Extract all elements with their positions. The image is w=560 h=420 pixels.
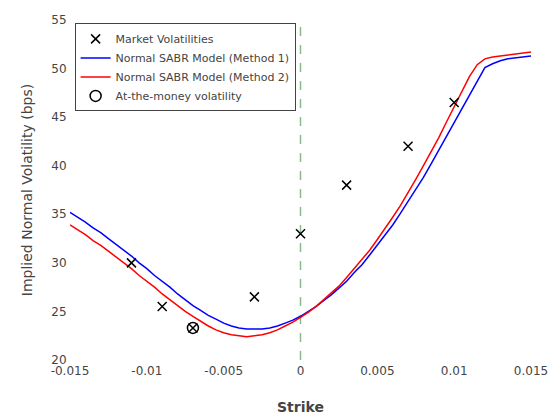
svg-text:0: 0: [297, 364, 305, 378]
svg-text:25: 25: [51, 305, 66, 319]
svg-text:0.005: 0.005: [360, 364, 394, 378]
svg-text:55: 55: [51, 13, 66, 27]
svg-text:At-the-money volatility: At-the-money volatility: [116, 90, 243, 103]
svg-text:-0.015: -0.015: [51, 364, 90, 378]
svg-text:-0.01: -0.01: [131, 364, 162, 378]
svg-text:Implied Normal Volatility (bps: Implied Normal Volatility (bps): [19, 84, 35, 296]
svg-text:Market Volatilities: Market Volatilities: [116, 33, 214, 46]
svg-text:45: 45: [51, 110, 66, 124]
svg-text:0.015: 0.015: [514, 364, 548, 378]
svg-text:Normal SABR Model (Method 1): Normal SABR Model (Method 1): [116, 52, 290, 65]
svg-text:-0.005: -0.005: [204, 364, 243, 378]
svg-text:Normal SABR Model (Method 2): Normal SABR Model (Method 2): [116, 71, 290, 84]
svg-text:0.01: 0.01: [441, 364, 468, 378]
svg-text:20: 20: [51, 353, 66, 367]
svg-text:35: 35: [51, 207, 66, 221]
svg-text:30: 30: [51, 256, 66, 270]
svg-text:50: 50: [51, 62, 66, 76]
svg-text:40: 40: [51, 159, 66, 173]
svg-text:Strike: Strike: [277, 399, 324, 415]
